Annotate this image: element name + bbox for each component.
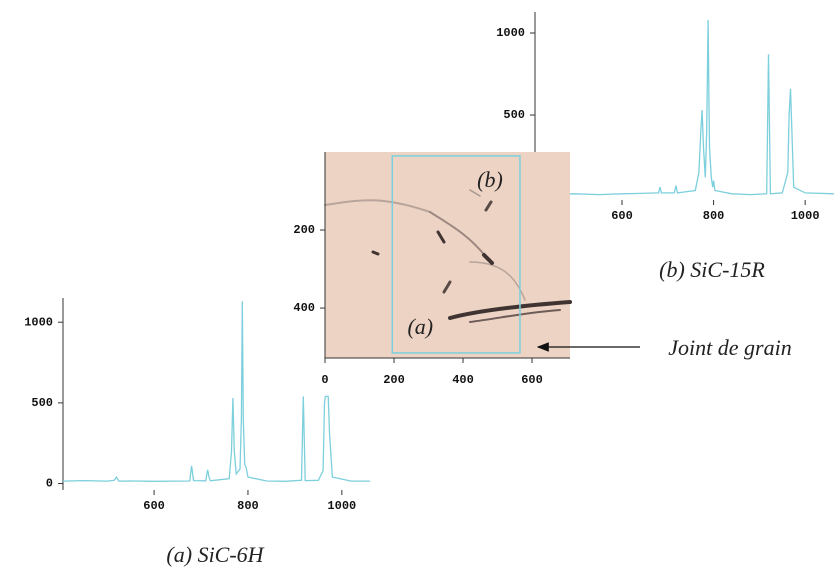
region-label: (b) <box>477 167 503 192</box>
surface-feature <box>442 280 452 294</box>
caption: (b) SiC-15R <box>659 257 765 282</box>
micrograph <box>324 152 572 358</box>
x-tick-label: 1000 <box>791 209 820 223</box>
annotation: Joint de grain <box>668 335 791 360</box>
surface-feature <box>448 300 572 320</box>
micrograph-background <box>325 152 570 358</box>
surface-feature <box>469 189 481 197</box>
x-tick-label: 1000 <box>327 499 356 513</box>
x-tick-label: 600 <box>611 209 633 223</box>
scan-region <box>391 155 521 354</box>
y-tick-label: 400 <box>293 301 315 315</box>
y-tick-label: 0 <box>46 477 53 491</box>
y-tick-label: 500 <box>503 108 525 122</box>
surface-feature <box>436 230 446 244</box>
surface-feature <box>371 250 380 256</box>
surface-feature <box>469 261 526 301</box>
x-tick-label: 0 <box>321 373 328 387</box>
surface-feature <box>482 253 494 265</box>
y-tick-label: 1000 <box>24 315 53 329</box>
spectrum-line <box>534 19 834 196</box>
x-tick-label: 200 <box>383 373 405 387</box>
x-tick-label: 600 <box>143 499 165 513</box>
y-tick-label: 1000 <box>496 26 525 40</box>
x-tick-label: 400 <box>452 373 474 387</box>
surface-feature <box>469 309 561 323</box>
caption: (a) SiC-6H <box>166 542 264 567</box>
spectrum-line <box>62 301 370 482</box>
x-tick-label: 800 <box>703 209 725 223</box>
x-tick-label: 800 <box>237 499 259 513</box>
region-label: (a) <box>407 314 433 339</box>
y-tick-label: 200 <box>293 223 315 237</box>
y-tick-label: 500 <box>31 396 53 410</box>
surface-feature <box>484 200 493 212</box>
surface-feature <box>324 199 431 213</box>
x-tick-label: 600 <box>521 373 543 387</box>
